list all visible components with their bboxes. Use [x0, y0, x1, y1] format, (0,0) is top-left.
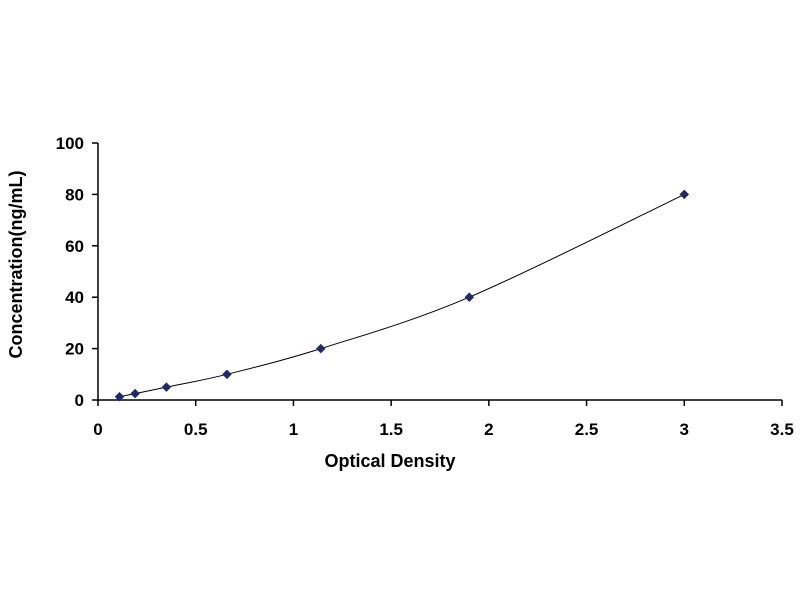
- trend-curve: [119, 193, 685, 398]
- data-point: [114, 392, 125, 402]
- x-tick-label: 1.5: [379, 420, 403, 439]
- data-point: [161, 382, 172, 392]
- data-point: [222, 369, 232, 380]
- data-point: [679, 189, 690, 200]
- y-tick-label: 60: [65, 237, 84, 256]
- x-tick-label: 1: [289, 420, 298, 439]
- data-point: [316, 343, 326, 354]
- y-tick-label: 0: [75, 391, 84, 410]
- x-tick-label: 2.5: [575, 420, 599, 439]
- x-tick-label: 0.5: [184, 420, 208, 439]
- x-tick-label: 3.5: [770, 420, 794, 439]
- y-tick-label: 80: [65, 185, 84, 204]
- x-tick-label: 2: [484, 420, 493, 439]
- x-axis-title: Optical Density: [324, 451, 455, 471]
- y-ticks: 0 20 40 60 80 100: [56, 134, 98, 410]
- data-points: [114, 189, 690, 402]
- x-tick-label: 0: [93, 420, 102, 439]
- y-axis-title: Concentration(ng/mL): [6, 171, 26, 359]
- axes: [97, 143, 782, 401]
- x-tick-label: 3: [680, 420, 689, 439]
- data-point: [130, 388, 140, 399]
- data-point: [464, 292, 475, 302]
- y-tick-label: 20: [65, 340, 84, 359]
- x-ticks: 0 0.5 1 1.5 2 2.5 3 3.5: [93, 400, 794, 439]
- y-tick-label: 40: [65, 288, 84, 307]
- y-tick-label: 100: [56, 134, 84, 153]
